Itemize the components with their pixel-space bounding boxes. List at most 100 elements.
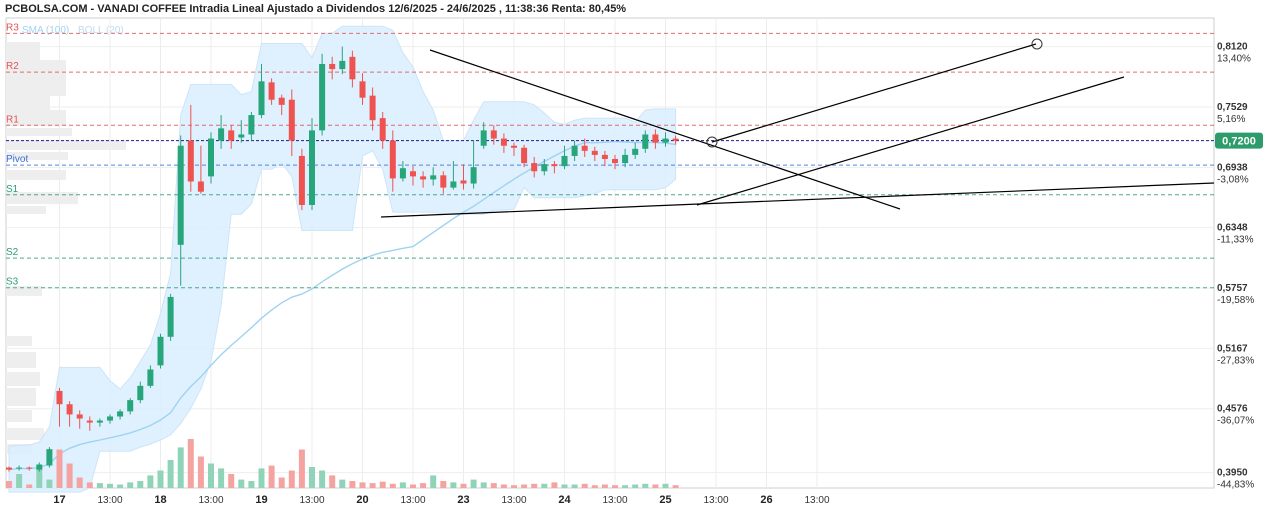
candle-down [86,420,93,423]
volume-profile-bar [6,206,46,214]
volume-bar [258,468,265,488]
candle-down [612,159,618,164]
x-tick-label: 13:00 [299,495,324,506]
candle-down [389,140,396,179]
candle-up [541,164,548,172]
plot-frame [5,17,1215,489]
candle-up [470,167,477,184]
candle-up [167,296,174,337]
level-label-r3: R3 [6,22,19,33]
candle-up [137,385,144,401]
candle-down [329,63,336,70]
x-tick-label: 26 [760,494,772,506]
volume-profile-bar [6,388,36,406]
volume-bar [96,483,103,488]
volume-bar [238,479,245,488]
x-tick-label: 17 [53,494,65,506]
candle-up [147,369,154,386]
volume-bar [329,475,336,488]
candle-up [218,128,225,141]
volume-bar [268,465,275,488]
candle-up [662,138,669,143]
y-tick-percent: 13,40% [1217,54,1251,65]
volume-bar [430,475,437,488]
volume-bar [278,477,285,488]
candle-up [622,154,629,164]
x-tick-label: 24 [558,494,571,506]
volume-bar [6,481,12,488]
volume-bar [157,470,164,488]
volume-bar [561,484,568,488]
trendline-descending [429,49,901,210]
volume-bar [46,479,53,488]
volume-bar [450,482,457,488]
drawing-anchor-circle [706,136,718,148]
candle-down [359,81,366,98]
volume-bar [662,483,669,488]
volume-profile-bar [6,76,50,116]
y-tick-value: 0,7529 [1217,102,1248,113]
current-price-label: 0,7200 [1222,136,1256,148]
legend-sma: SMA (100) [22,25,69,36]
volume-bar [359,482,366,488]
candle-up [107,416,113,421]
candle-up [46,449,53,466]
y-tick-value: 0,5167 [1217,343,1248,354]
y-tick-percent: -44,83% [1217,480,1254,491]
trendline-projection [711,43,1037,143]
candle-down [197,181,204,192]
candle-up [36,464,43,470]
candle-down [460,180,467,184]
candle-down [379,118,386,141]
candle-down [511,145,517,148]
volume-bar [197,456,204,488]
volume-profile-bar [6,140,126,150]
current-price-badge [1215,132,1263,149]
volume-bar [137,481,144,488]
candle-up [117,411,124,417]
candle-down [288,99,295,141]
volume-bar [66,463,73,488]
y-tick-value: 0,6348 [1217,223,1248,234]
volume-bar [591,485,598,488]
volume-bar [248,481,255,488]
candle-down [601,154,608,159]
candle-down [76,414,83,419]
volume-bar [389,483,396,488]
x-tick-label: 13:00 [703,495,728,506]
x-tick-label: 13:00 [501,495,526,506]
y-tick-value: 0,8120 [1217,42,1248,53]
candle-down [187,140,194,182]
volume-bar [309,467,315,488]
candle-down [66,404,73,415]
volume-bar [349,481,356,488]
volume-bar [319,470,326,488]
candle-up [258,81,265,116]
level-label-pivot: Pivot [6,154,28,165]
volume-bar [410,484,416,488]
candle-up [632,148,639,155]
volume-bar [490,483,497,488]
candle-up [450,181,457,188]
volume-bar [298,449,305,488]
volume-bar [379,481,386,488]
candle-up [319,63,326,131]
volume-bar [541,483,548,488]
volume-bar [531,483,538,488]
volume-bar [76,477,83,488]
volume-bar [521,484,528,488]
volume-bar [208,463,214,488]
volume-profile-bar [6,286,42,296]
x-tick-label: 23 [457,494,469,506]
y-tick-value: 0,3950 [1217,468,1248,479]
volume-bar [399,482,406,488]
volume-bar [36,467,43,488]
y-tick-percent: -11,33% [1217,235,1254,246]
volume-bar [288,470,295,488]
volume-profile-bar [6,152,68,160]
volume-bar [612,485,618,488]
level-label-s3: S3 [6,277,19,288]
candle-up [96,420,103,423]
candle-down [591,150,598,155]
